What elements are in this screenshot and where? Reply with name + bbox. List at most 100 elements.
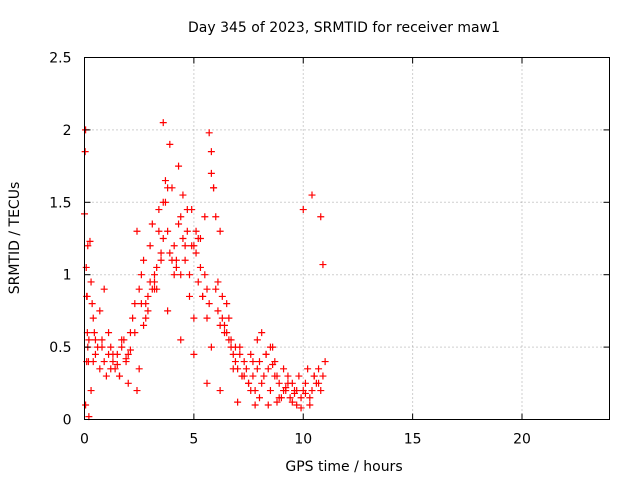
data-point	[253, 336, 261, 344]
x-tick-label: 20	[513, 432, 531, 448]
data-point	[89, 314, 97, 322]
data-point	[205, 300, 213, 308]
data-point	[282, 384, 290, 392]
data-point	[124, 350, 132, 358]
data-point	[260, 372, 268, 380]
data-point	[269, 360, 277, 368]
data-point	[229, 365, 237, 373]
data-point	[83, 329, 91, 337]
data-point	[85, 413, 93, 421]
data-point	[113, 360, 121, 368]
data-point	[190, 350, 198, 358]
data-point	[275, 379, 283, 387]
data-point	[297, 404, 305, 412]
data-point	[159, 198, 167, 206]
data-point	[177, 213, 185, 221]
data-point	[251, 401, 259, 409]
data-point	[256, 358, 263, 366]
data-point	[275, 394, 283, 402]
data-point	[100, 285, 108, 293]
data-point	[153, 263, 161, 271]
data-point	[247, 387, 255, 395]
data-point	[317, 387, 325, 395]
data-point	[293, 401, 301, 409]
data-point	[301, 379, 309, 387]
chart-title: Day 345 of 2023, SRMTID for receiver maw…	[188, 20, 500, 36]
x-axis-label: GPS time / hours	[285, 459, 402, 475]
data-point	[164, 184, 172, 192]
data-point	[216, 387, 224, 395]
data-point	[231, 358, 239, 366]
data-points	[81, 119, 329, 421]
data-point	[157, 249, 165, 257]
data-point	[159, 119, 167, 127]
data-point	[249, 372, 257, 380]
y-tick-label: 0.5	[49, 340, 71, 356]
data-point	[262, 350, 270, 358]
data-point	[234, 398, 242, 406]
y-tick-label: 2.5	[49, 51, 71, 67]
data-point	[236, 350, 244, 358]
data-point	[315, 365, 323, 373]
data-point	[306, 401, 314, 409]
data-point	[155, 227, 163, 235]
data-point	[280, 365, 288, 373]
data-point	[188, 242, 196, 250]
data-point	[256, 394, 263, 402]
data-point	[109, 358, 117, 366]
data-point	[135, 285, 143, 293]
data-point	[137, 300, 145, 308]
data-point	[135, 365, 143, 373]
data-point	[140, 321, 148, 329]
data-point	[231, 343, 239, 351]
data-point	[90, 329, 98, 337]
data-point	[105, 329, 113, 337]
data-point	[286, 394, 294, 402]
x-tick-label: 0	[80, 432, 89, 448]
data-point	[181, 242, 189, 250]
data-point	[107, 365, 115, 373]
data-point	[201, 213, 209, 221]
data-point	[164, 227, 172, 235]
data-point	[183, 206, 191, 214]
data-point	[126, 346, 134, 354]
x-tick-label: 5	[189, 432, 198, 448]
data-point	[299, 206, 307, 214]
data-point	[291, 389, 298, 397]
data-point	[81, 148, 89, 156]
data-point	[216, 321, 224, 329]
y-tick-label: 1.5	[49, 195, 71, 211]
data-point	[170, 242, 178, 250]
data-point	[315, 379, 323, 387]
data-point	[221, 329, 228, 337]
data-point	[157, 256, 165, 264]
data-point	[161, 177, 169, 185]
data-point	[273, 398, 281, 406]
data-point	[133, 227, 141, 235]
data-point	[166, 140, 174, 148]
data-point	[151, 271, 158, 279]
data-point	[131, 329, 139, 337]
data-point	[144, 307, 152, 315]
data-point	[172, 256, 180, 264]
data-point	[91, 350, 99, 358]
data-point	[249, 358, 257, 366]
data-point	[148, 220, 156, 228]
data-point	[288, 398, 296, 406]
data-point	[88, 300, 96, 308]
data-point	[238, 372, 246, 380]
data-point	[214, 307, 222, 315]
data-point	[170, 271, 178, 279]
data-point	[205, 129, 213, 137]
data-point	[133, 387, 141, 395]
data-point	[89, 358, 97, 366]
data-point	[247, 350, 255, 358]
data-point	[212, 285, 220, 293]
data-point	[82, 401, 90, 409]
data-point	[203, 314, 211, 322]
data-point	[164, 307, 172, 315]
data-point	[116, 372, 123, 380]
data-point	[214, 278, 222, 286]
data-point	[207, 169, 215, 177]
